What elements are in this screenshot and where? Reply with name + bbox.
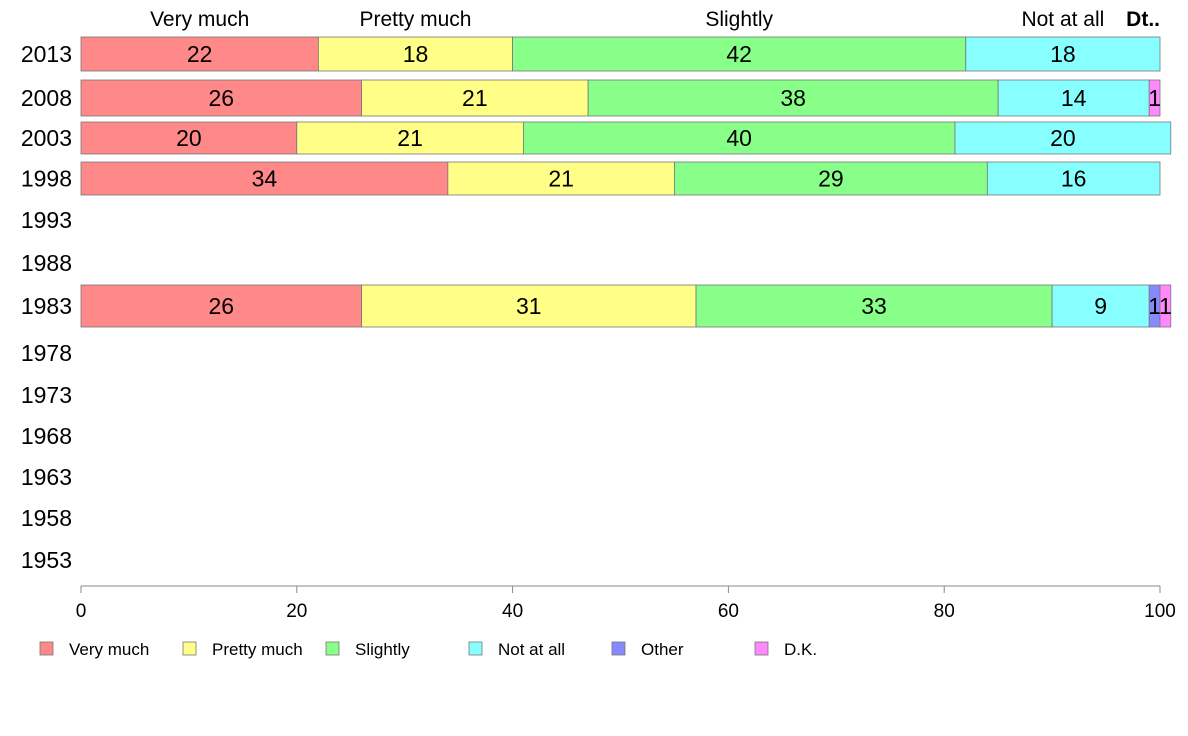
bar-1983-d-k- (1159, 284, 1172, 328)
x-tick-label: 100 (1144, 601, 1176, 622)
bar-2008-very-much (80, 79, 362, 117)
x-axis: 0 20 40 60 80 100 (76, 585, 1176, 622)
year-label-2013: 2013 (21, 41, 72, 67)
legend-swatch-very-much (39, 641, 54, 656)
top-label-1: Pretty much (359, 8, 471, 31)
bar-value-label: 26 (208, 85, 234, 111)
bar-value-label: 1 (1148, 293, 1161, 319)
bar-1983-slightly (695, 284, 1053, 328)
bars: 22 18 42 18 26 21 38 14 1 20 21 40 20 34 21 29 16 26 31 33 9… (80, 36, 1172, 328)
year-label-1998: 1998 (21, 166, 72, 192)
bar-value-label: 20 (176, 125, 202, 151)
bar-2013-not-at-all (965, 36, 1161, 72)
x-tick-label: 60 (718, 601, 739, 622)
bar-value-label: 33 (861, 293, 887, 319)
year-label-2008: 2008 (21, 85, 72, 111)
year-label-2003: 2003 (21, 125, 72, 151)
top-category-labels: Very much Pretty much Slightly Not at all Dt… (150, 8, 1160, 31)
bar-2008-slightly (587, 79, 999, 117)
legend: Very much Pretty much Slightly Not at all Ot… (39, 640, 817, 659)
year-labels: 2013 2008 2003 1998 1993 1988 1983 1978 1973 1968… (21, 41, 72, 573)
bar-value-label: 31 (516, 293, 542, 319)
bar-value-label: 26 (208, 293, 234, 319)
year-label-1988: 1988 (21, 250, 72, 276)
legend-label: Pretty much (212, 640, 303, 659)
bar-value-label: 20 (1050, 125, 1076, 151)
top-label-3: Not at all (1021, 8, 1104, 31)
x-tick-label: 80 (934, 601, 955, 622)
x-tick-label: 40 (502, 601, 523, 622)
legend-label: Not at all (498, 640, 565, 659)
bar-2003-pretty-much (296, 121, 524, 155)
year-label-1993: 1993 (21, 207, 72, 233)
bar-value-label: 29 (818, 166, 844, 192)
top-label-2: Slightly (705, 8, 773, 31)
bar-value-label: 1 (1159, 293, 1172, 319)
year-label-1978: 1978 (21, 340, 72, 366)
bar-2013-pretty-much (317, 36, 514, 72)
year-label-1973: 1973 (21, 382, 72, 408)
bar-1983-pretty-much (361, 284, 697, 328)
bar-value-label: 22 (187, 41, 213, 67)
year-label-1958: 1958 (21, 505, 72, 531)
year-label-1968: 1968 (21, 423, 72, 449)
year-label-1963: 1963 (21, 464, 72, 490)
legend-label: Slightly (355, 640, 410, 659)
bar-value-label: 42 (726, 41, 752, 67)
legend-swatch-d-k- (754, 641, 769, 656)
legend-label: D.K. (784, 640, 817, 659)
top-label-4: Dt.. (1126, 8, 1160, 31)
year-label-1953: 1953 (21, 547, 72, 573)
x-tick-label: 20 (286, 601, 307, 622)
bar-value-label: 18 (403, 41, 429, 67)
bar-1998-pretty-much (447, 161, 675, 196)
legend-label: Very much (69, 640, 149, 659)
bar-value-label: 38 (780, 85, 806, 111)
bar-value-label: 1 (1148, 85, 1161, 111)
top-label-0: Very much (150, 8, 249, 31)
bar-value-label: 16 (1061, 166, 1087, 192)
legend-label: Other (641, 640, 684, 659)
bar-1998-slightly (674, 161, 988, 196)
bar-2013-slightly (512, 36, 967, 72)
bar-2013-very-much (80, 36, 319, 72)
legend-swatch-slightly (325, 641, 340, 656)
year-label-1983: 1983 (21, 293, 72, 319)
legend-swatch-not-at-all (468, 641, 483, 656)
bar-2008-not-at-all (997, 79, 1150, 117)
bar-2003-not-at-all (954, 121, 1172, 155)
bar-value-label: 18 (1050, 41, 1076, 67)
bar-2003-very-much (80, 121, 298, 155)
bar-value-label: 40 (726, 125, 752, 151)
bar-value-label: 21 (548, 166, 574, 192)
bar-value-label: 9 (1094, 293, 1107, 319)
bar-value-label: 21 (462, 85, 488, 111)
legend-swatch-pretty-much (182, 641, 197, 656)
bar-value-label: 34 (252, 166, 278, 192)
bar-1998-very-much (80, 161, 449, 196)
legend-swatch-other (611, 641, 626, 656)
bar-2008-d-k- (1148, 79, 1161, 117)
bar-value-label: 21 (397, 125, 423, 151)
x-tick-label: 0 (76, 601, 87, 622)
bar-2008-pretty-much (361, 79, 589, 117)
bar-1998-not-at-all (986, 161, 1161, 196)
bar-value-label: 14 (1061, 85, 1087, 111)
bar-2003-slightly (522, 121, 956, 155)
